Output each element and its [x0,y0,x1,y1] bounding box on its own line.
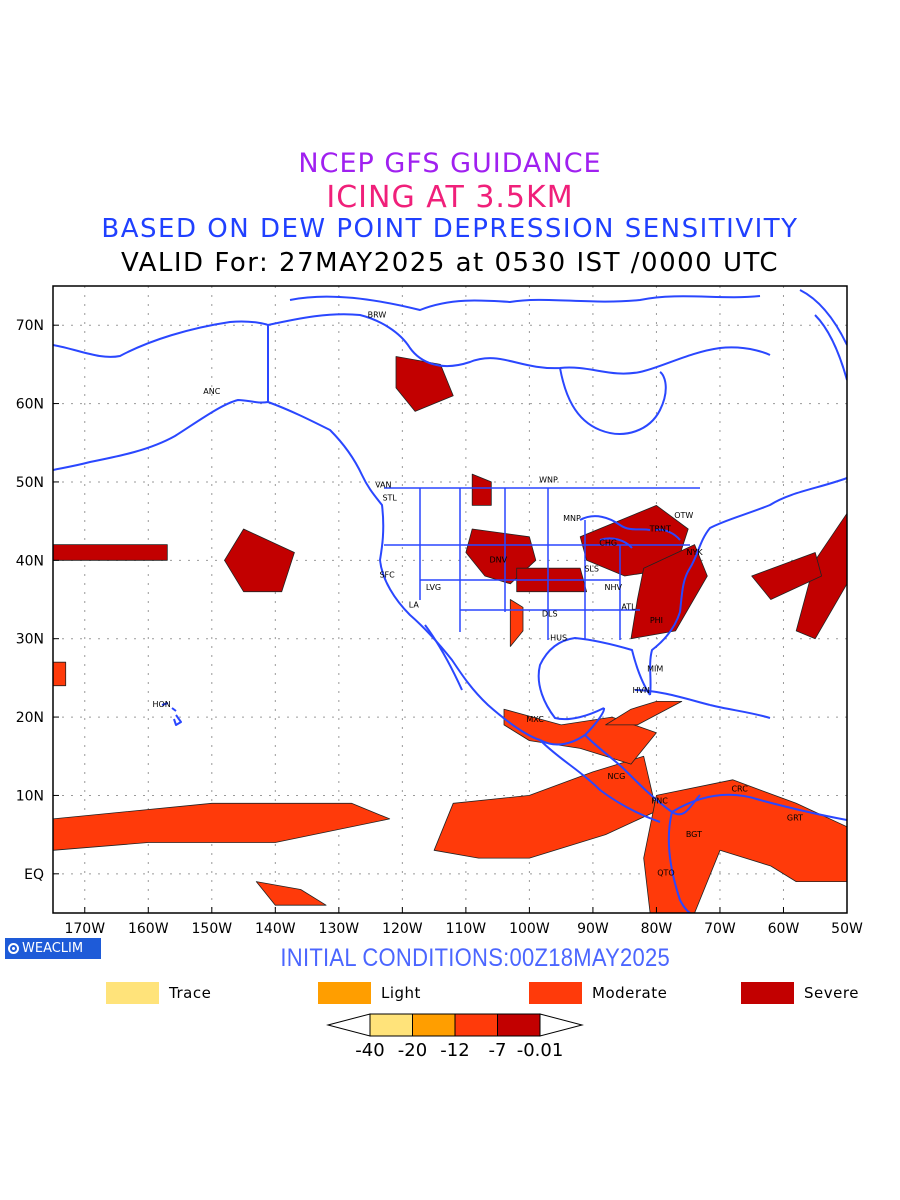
station-label: ANC [203,387,220,396]
x-tick-label: 140W [255,921,296,937]
station-label: TRNT [649,524,671,533]
y-tick-label: 50N [16,475,44,491]
station-label: STL [382,494,397,503]
weaclim-label: WEACLIM [22,941,84,956]
x-tick-label: 70W [704,921,736,937]
legend-swatch-light [318,982,371,1004]
station-label: LA [409,600,420,609]
legend-label-moderate: Moderate [592,984,668,1002]
x-tick-label: 130W [319,921,360,937]
y-tick-label: EQ [24,867,44,883]
station-label: CRC [731,785,748,794]
station-label: PHI [650,616,663,625]
station-label: BGT [686,830,702,839]
icing-area-moderate [53,661,67,687]
station-label: HVN [632,686,649,695]
station-label: SFC [379,571,395,580]
icing-areas [53,356,847,913]
icing-area-moderate [53,802,391,851]
icing-area-severe [224,528,295,593]
axis-labels: 170W 160W 150W 140W 130W 120W 110W 100W 90W 80W 70… [16,318,863,937]
station-label: SLS [584,564,599,573]
x-tick-label: 90W [577,921,609,937]
icing-area-moderate [605,701,683,726]
station-label: LVG [426,583,441,592]
icing-area-severe [471,473,492,506]
x-tick-label: 160W [128,921,169,937]
legend-swatch-trace [106,982,159,1004]
map-frame [52,285,848,914]
icing-area-severe [395,356,454,412]
title-method: BASED ON DEW POINT DEPRESSION SENSITIVIT… [101,214,799,244]
title-product: NCEP GFS GUIDANCE [298,148,602,179]
legend-label-light: Light [381,984,421,1002]
station-label: HON [152,700,170,709]
icing-area-severe [751,552,822,600]
x-tick-label: 80W [641,921,673,937]
icing-area-moderate [643,779,847,913]
icing-area-severe [630,544,708,640]
station-label: MNP [563,514,581,523]
station-label: BRW [368,310,387,319]
x-tick-label: 50W [831,921,863,937]
legend-moderate: Moderate [529,982,667,1004]
legend-label-trace: Trace [169,984,212,1002]
station-label: NCG [608,772,626,781]
legend-severe: Severe [741,982,859,1004]
station-label: MXC [526,715,544,724]
legend-swatch-moderate [529,982,582,1004]
icing-area-moderate [509,599,524,647]
title-parameter: ICING AT 3.5KM [326,180,574,215]
title-valid-time: VALID For: 27MAY2025 at 0530 IST /0000 U… [120,248,780,278]
station-label: GRT [787,814,803,823]
legend-swatch-severe [741,982,794,1004]
x-tick-label: 100W [509,921,550,937]
legend-label-severe: Severe [804,984,859,1002]
station-label: VAN [375,480,391,489]
y-tick-label: 10N [16,788,44,804]
station-label: NHV [605,583,623,592]
x-tick-label: 120W [382,921,423,937]
weaclim-logo-icon [8,943,19,954]
y-tick-label: 30N [16,632,44,648]
legend-light: Light [318,982,421,1004]
icing-area-moderate [255,881,327,906]
y-tick-label: 70N [16,318,44,334]
icing-area-moderate [433,755,657,859]
station-label: ATL [621,603,636,612]
station-label: DLS [542,610,558,619]
x-tick-label: 60W [768,921,800,937]
x-tick-label: 150W [192,921,233,937]
initial-conditions: INITIAL CONDITIONS:00Z18MAY2025 [280,944,671,972]
y-tick-label: 40N [16,553,44,569]
station-label: NYK [686,548,703,557]
station-label: HUS [550,633,567,642]
station-label: WNP [539,476,558,485]
y-tick-label: 60N [16,397,44,413]
station-label: DNV [489,556,507,565]
station-label: MIM [647,665,663,674]
station-label: QTO [657,868,674,877]
station-label: PNC [651,796,668,805]
station-label: CHG [599,538,617,547]
icing-area-severe [53,544,168,561]
y-tick-label: 20N [16,710,44,726]
x-tick-label: 170W [64,921,105,937]
x-tick-label: 110W [446,921,487,937]
weaclim-badge: WEACLIM [5,938,101,959]
legend-trace: Trace [106,982,211,1004]
station-label: OTW [674,511,693,520]
coastlines [53,289,847,913]
